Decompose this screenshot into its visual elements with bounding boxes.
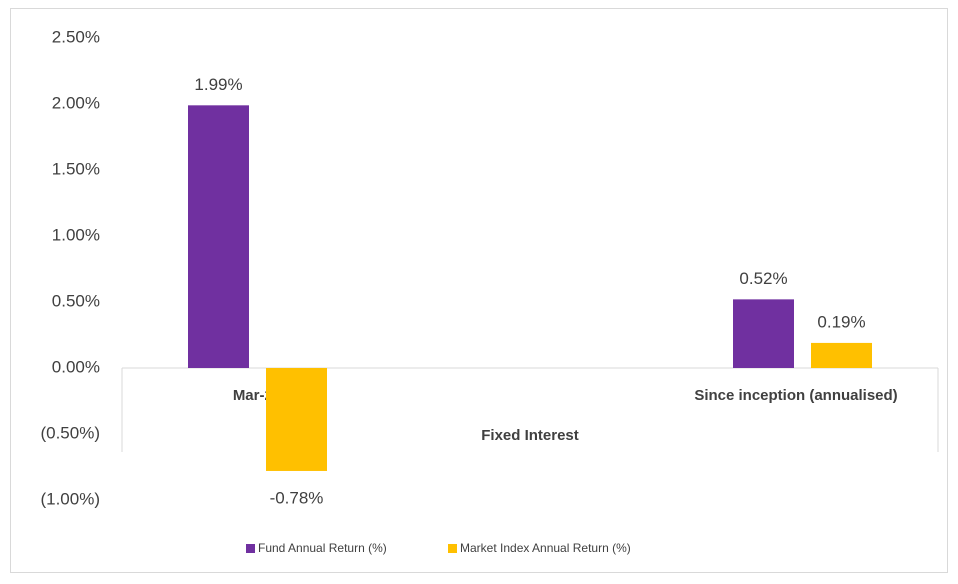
y-tick-label: 0.00%	[52, 357, 100, 376]
chart-border	[10, 8, 948, 573]
bar	[811, 342, 872, 368]
bar	[266, 368, 327, 471]
y-tick-label: 1.00%	[52, 225, 100, 244]
data-label: 1.99%	[194, 75, 242, 94]
data-label: 0.52%	[739, 269, 787, 288]
legend-swatch	[246, 544, 255, 553]
y-tick-label: 2.00%	[52, 93, 100, 112]
bar	[188, 105, 249, 368]
legend-label: Fund Annual Return (%)	[258, 541, 387, 555]
x-tick-label: Since inception (annualised)	[694, 387, 897, 404]
legend-swatch	[448, 544, 457, 553]
y-tick-label: 0.50%	[52, 291, 100, 310]
legend-label: Market Index Annual Return (%)	[460, 541, 631, 555]
y-tick-label: 1.50%	[52, 159, 100, 178]
y-tick-label: 2.50%	[52, 27, 100, 46]
bar	[733, 299, 794, 368]
group-label: Fixed Interest	[481, 427, 579, 444]
y-tick-label: (0.50%)	[40, 423, 100, 442]
data-label: 0.19%	[817, 312, 865, 331]
y-tick-label: (1.00%)	[40, 489, 100, 508]
data-label: -0.78%	[270, 488, 324, 507]
